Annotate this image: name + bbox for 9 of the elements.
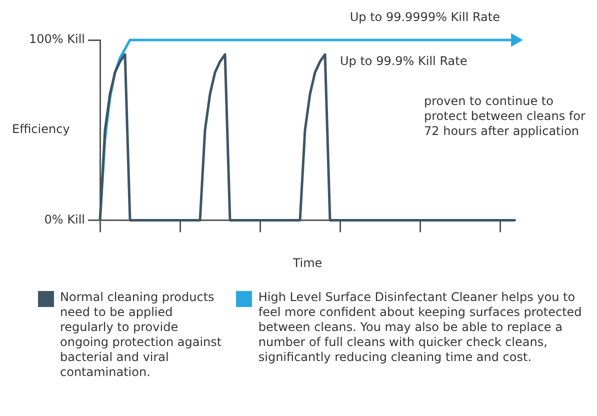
legend-label: High Level Surface Disinfectant Cleaner helps you to feel more confident about keeping surfaces protected between cleans. You may also be able to replace a number of full cleans with quicker check cleans, significantly reducing cleaning time and cost. — [258, 290, 583, 365]
y-tick-label: 100% Kill — [29, 32, 85, 46]
y-axis-title: Efficiency — [12, 122, 70, 136]
legend-label: Normal cleaning products need to be applied regularly to provide ongoing protection against bacterial and viral contamination. — [60, 290, 222, 380]
annotation: proven to continue to protect between cleans for 72 hours after application — [424, 94, 586, 138]
annotation: Up to 99.9% Kill Rate — [340, 54, 468, 68]
text: Up to 99.9999% Kill Rate — [350, 10, 500, 24]
x-axis-title: Time — [292, 256, 322, 270]
y-tick-label: 0% Kill — [44, 212, 85, 226]
